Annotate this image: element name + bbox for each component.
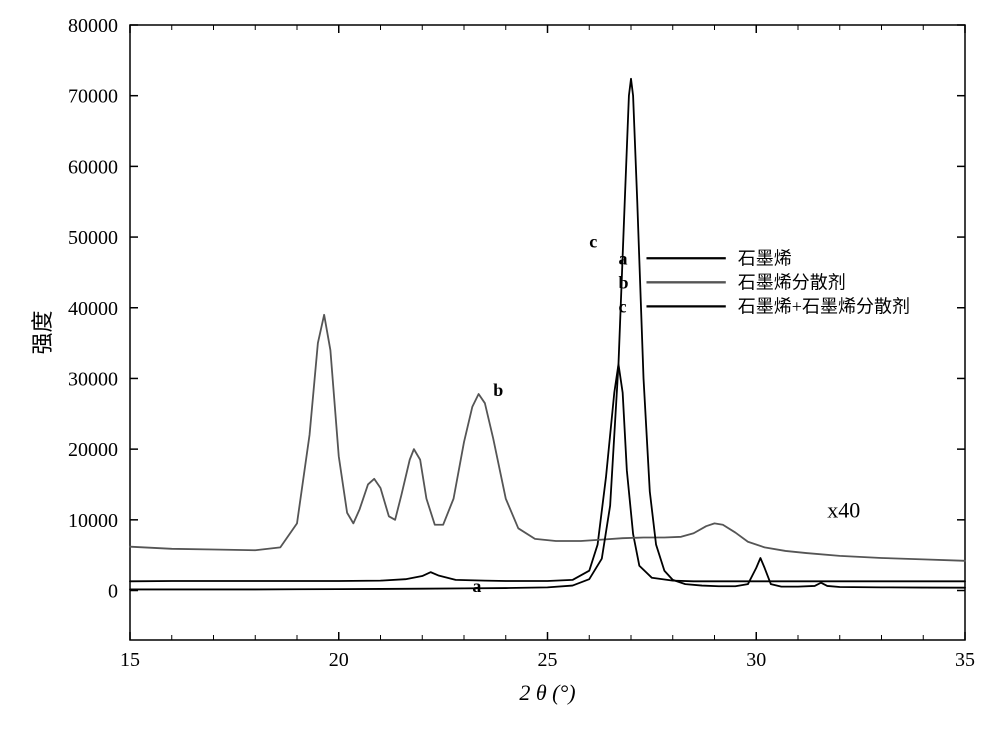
xrd-chart: 15 20 25 30 35 0 10000 20000 30000 40000 50000 6000… [0,0,1000,737]
y-axis-label: 强度 [30,310,55,354]
y-tick-label: 60000 [68,156,118,178]
x-tick-label: 25 [538,649,558,671]
legend-label: 石墨烯 [738,248,792,268]
annotation-c: c [589,232,597,252]
legend-label: 石墨烯分散剂 [738,272,846,292]
legend-key: b [618,272,628,292]
series-a [130,364,965,581]
series-b [130,315,965,561]
annotation-a: a [472,576,481,596]
x-tick-label: 20 [329,649,349,671]
x-tick-label: 35 [955,649,975,671]
y-tick-label: 50000 [68,227,118,249]
y-tick-label: 0 [108,581,118,603]
x-tick-label: 15 [120,649,140,671]
plot-frame [130,25,965,640]
legend-label: 石墨烯+石墨烯分散剂 [738,296,910,316]
legend-key: c [618,296,626,316]
y-tick-label: 80000 [68,15,118,37]
x-tick-label: 30 [746,649,766,671]
legend-key: a [618,248,627,268]
y-tick-label: 20000 [68,439,118,461]
y-tick-label: 40000 [68,298,118,320]
annotation-b: b [493,380,503,400]
y-tick-label: 30000 [68,368,118,390]
annotation-x40: x40 [827,498,860,523]
y-tick-label: 10000 [68,510,118,532]
x-axis-label: 2 θ (°) [519,680,575,705]
y-tick-label: 70000 [68,86,118,108]
